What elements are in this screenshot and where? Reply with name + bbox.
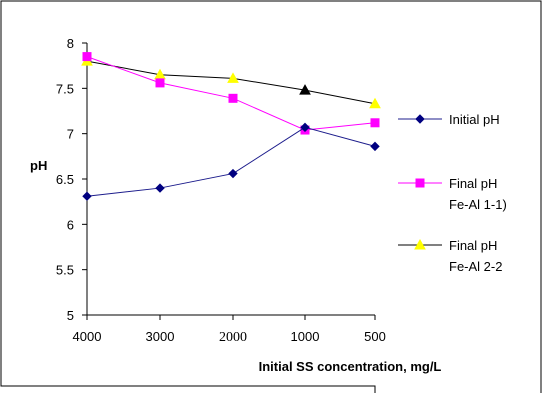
data-point	[155, 78, 165, 88]
x-tick-label: 3000	[146, 329, 175, 344]
series-line	[86, 126, 376, 197]
legend: Initial pH Final pH Fe-Al 1-1) Final pH Fe-A…	[398, 112, 507, 274]
data-point	[227, 72, 239, 83]
legend-item: Final pH Fe-Al 1-1)	[398, 176, 507, 212]
data-point	[299, 84, 311, 95]
legend-marker	[415, 114, 425, 124]
data-point	[370, 118, 380, 128]
y-axis-title: pH	[30, 158, 47, 173]
legend-label: Final pH	[449, 176, 497, 191]
legend-item: Final pH Fe-Al 2-2	[398, 238, 502, 274]
data-point	[228, 168, 238, 179]
series-line	[86, 56, 376, 131]
y-tick-label: 6.5	[56, 172, 74, 187]
x-tick-label: 1000	[291, 329, 320, 344]
data-point	[228, 93, 238, 103]
data-point	[370, 141, 380, 152]
legend-label: Fe-Al 2-2	[449, 259, 502, 274]
x-tick-label: 2000	[219, 330, 247, 345]
data-point	[82, 191, 92, 201]
axes: 5 5.5 6 6.5 7 7.5 8 4000 3000 2000 1000 500	[56, 36, 386, 345]
x-tick-label: 500	[364, 329, 386, 344]
x-axis-title: Initial SS concentration, mg/L	[259, 359, 442, 374]
legend-marker	[414, 238, 426, 250]
x-tick-label: 4000	[73, 329, 102, 344]
y-tick-label: 7.5	[56, 81, 74, 96]
data-point	[155, 183, 165, 193]
data-point	[369, 97, 381, 109]
series-square	[82, 52, 380, 135]
legend-marker	[415, 178, 425, 188]
y-tick-label: 6	[67, 217, 74, 232]
series-triangle	[81, 55, 381, 109]
legend-label: Initial pH	[449, 112, 500, 127]
data-point	[300, 122, 310, 133]
series-layer	[81, 52, 381, 201]
legend-label: Final pH	[449, 238, 497, 253]
y-tick-label: 5.5	[56, 263, 74, 278]
series-diamond	[82, 122, 380, 201]
y-tick-label: 8	[67, 36, 74, 51]
y-tick-label: 5	[67, 308, 74, 323]
y-tick-label: 7	[67, 127, 74, 142]
data-point	[82, 52, 92, 62]
legend-label: Fe-Al 1-1)	[449, 197, 507, 212]
legend-item: Initial pH	[398, 112, 500, 127]
